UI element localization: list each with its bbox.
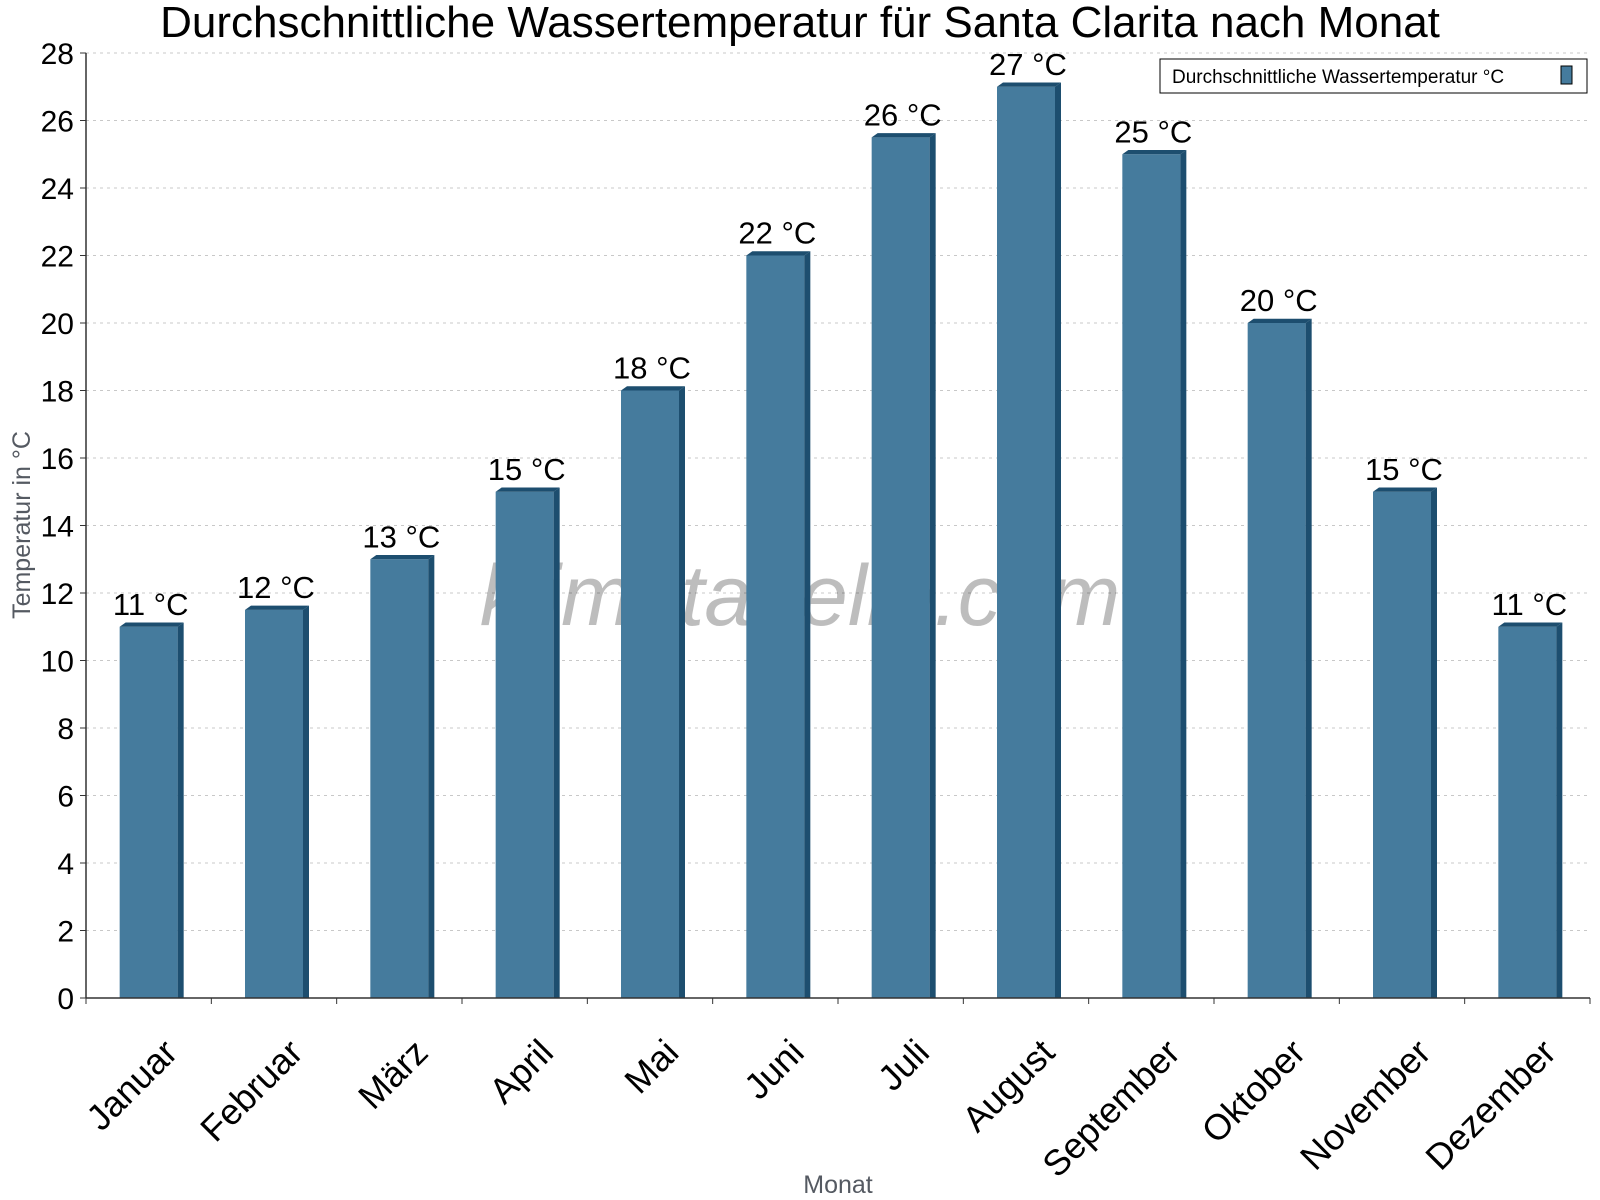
bar-side [1305,318,1312,998]
bar-side [1431,487,1437,998]
bar-top [495,487,560,492]
bar-front [1122,154,1181,998]
gridlines [86,52,1590,931]
bar [997,82,1061,999]
bar-front [1498,626,1557,998]
bar-top [621,386,685,391]
legend-swatch [1560,65,1573,85]
y-tick-label: 22 [41,241,74,274]
bar-side [1180,150,1187,999]
bar-front [370,559,429,998]
y-tick-label: 28 [41,38,74,71]
bar-value-label: 13 °C [362,519,440,554]
bar-front [621,390,679,998]
bar [621,386,685,998]
bar-front [871,137,930,998]
y-tick-label: 8 [57,713,74,746]
bar-top [245,605,309,610]
bar-value-label: 15 °C [488,452,566,487]
bar [245,605,309,998]
y-tick-label: 10 [41,646,74,679]
bar [871,133,936,999]
y-tick-label: 2 [57,916,74,949]
bar-side [428,555,435,998]
bar-top [1498,622,1563,627]
bar-side [303,605,309,998]
bar-side [804,251,811,999]
bar [1247,318,1312,998]
bar-front [1373,491,1431,998]
bar-value-label: 27 °C [989,47,1067,82]
data-labels: 11 °C 12 °C 13 °C 15 °C 18 °C 22 °C 26 °C 27 °C… [113,47,1567,622]
bar [1373,487,1437,998]
bar-value-label: 12 °C [237,570,315,605]
y-tick-label: 12 [41,578,74,611]
bar-side [1055,82,1061,999]
y-tick-label: 20 [41,308,74,341]
bar-top [1373,487,1437,492]
y-tick-label: 26 [41,106,74,139]
bar-front [1247,323,1306,998]
legend: Durchschnittliche Wassertemperatur °C [1159,58,1588,94]
y-tick-label: 24 [41,173,74,206]
bar-value-label: 11 °C [113,587,189,622]
bar [370,555,435,998]
bars [119,82,1563,999]
bar-value-label: 22 °C [738,216,816,251]
bar [1498,622,1563,998]
legend-box [1159,58,1588,94]
axes [80,52,1591,1004]
bar-side [679,386,685,998]
bar-front [495,491,554,998]
bar-side [929,133,936,999]
bar-front [245,609,303,998]
bar-value-label: 11 °C [1492,587,1568,622]
y-tick-label: 18 [41,376,74,409]
x-axis-title: Monat [803,1171,873,1199]
bar-side [177,622,184,998]
bar-top [997,82,1061,87]
bar-top [871,133,936,138]
bar-front [997,86,1055,998]
bar-top [746,251,811,256]
bar-front [119,626,178,998]
y-tick-label: 6 [57,781,74,814]
bar-front [746,255,805,998]
y-tick-label: 16 [41,443,74,476]
bar-top [1247,318,1312,323]
bar-value-label: 25 °C [1114,114,1192,149]
y-tick-label: 0 [57,983,74,1016]
bar-value-label: 18 °C [613,351,691,386]
bar-value-label: 26 °C [864,97,942,132]
y-tick-label: 14 [41,511,74,544]
bar [495,487,560,998]
bar [746,251,811,999]
chart-title: Durchschnittliche Wassertemperatur für S… [160,0,1440,47]
bar-top [1122,150,1187,155]
bar-value-label: 20 °C [1240,283,1318,318]
bar-side [553,487,560,998]
bar-top [370,555,435,560]
bar-top [119,622,184,627]
bar-value-label: 15 °C [1365,452,1443,487]
bar-side [1556,622,1563,998]
y-axis-title: Temperatur in °C [8,431,36,619]
y-tick-label: 4 [57,848,74,881]
legend-label: Durchschnittliche Wassertemperatur °C [1172,67,1504,88]
bar [1122,150,1187,999]
bar [119,622,184,998]
